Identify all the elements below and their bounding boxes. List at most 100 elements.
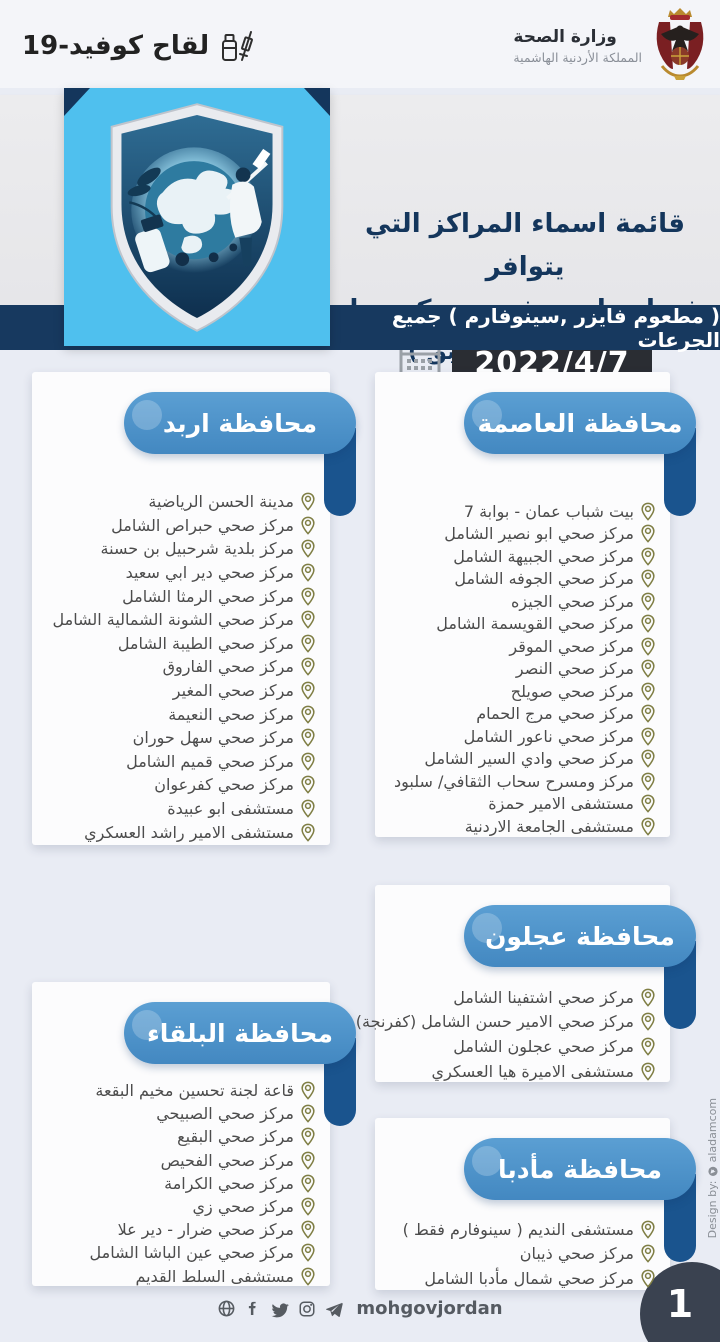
map-pin-icon [641,794,655,814]
center-list-item: مركز صحي صويلح [381,680,655,703]
center-name: مركز صحي القويسمة الشامل [436,614,634,634]
center-name: مركز صحي زي [192,1197,294,1217]
map-pin-icon [641,502,655,521]
center-name: مركز صحي الجبيهة الشامل [453,546,634,566]
map-pin-icon [301,681,315,700]
center-list-item: مستشفى الاميرة هيا العسكري [381,1059,655,1084]
map-pin-icon [301,1197,315,1216]
center-name: مركز صحي الرمثا الشامل [122,586,294,606]
center-list-item: مركز ومسرح سحاب الثقافي/ سلبود [381,770,655,793]
center-list-item: مركز صحي دير ابي سعيد [38,561,315,585]
center-list-item: مستشفى السلط القديم [38,1265,315,1288]
center-list-item: مركز صحي الشونة الشمالية الشامل [38,608,315,632]
center-list-item: مركز صحي كفرعوان [38,773,315,797]
center-name: مركز صحي الامير حسن الشامل (كفرنجة) [355,1012,634,1032]
banner-title-line1: قائمة اسماء المراكز التي يتوافر [365,209,685,282]
map-pin-icon [641,749,655,769]
center-list-item: مركز بلدية شرحبيل بن حسنة [38,537,315,561]
center-list-item: مركز صحي الامير حسن الشامل (كفرنجة) [356,1010,655,1035]
map-pin-icon [301,587,315,606]
center-list-item: مركز صحي النصر [381,658,655,681]
telegram-icon [324,1299,344,1319]
center-list-item: مستشفى الامير حمزة [381,793,655,816]
center-list: قاعة لجنة تحسين مخيم البقعة مركز صحي الص… [38,1079,315,1288]
center-list-item: مركز صحي الفحيص [38,1149,315,1172]
page-number-badge: 1 [640,1262,720,1342]
map-pin-icon [641,1012,655,1032]
center-name: مركز صحي الشونة الشمالية الشامل [52,610,294,630]
map-pin-icon [301,775,315,795]
map-pin-icon [301,1220,315,1240]
center-name: مركز صحي الفاروق [162,657,294,677]
center-list-item: مركز صحي اشتفينا الشامل [381,985,655,1010]
center-name: مركز صحي الجيزه [511,591,634,611]
map-pin-icon [641,614,655,634]
map-pin-icon [301,799,315,818]
center-list-item: مركز صحي الجبيهة الشامل [381,545,655,568]
governorate-card-header: محافظة العاصمة [464,392,696,454]
jordan-coat-of-arms-icon [650,6,710,86]
map-pin-icon [641,1037,655,1056]
designer-credit: Design by: aladamcom [706,1098,719,1238]
center-name: مركز صحي البقيع [177,1127,294,1147]
center-list-item: مركز صحي الكرامة [38,1172,315,1195]
center-list-item: مركز صحي قميم الشامل [38,750,315,774]
center-name: مركز صحي عين الباشا الشامل [89,1243,294,1263]
map-pin-icon [641,637,655,656]
center-list-item: مركز صحي ضرار - دير علا [38,1218,315,1241]
map-pin-icon [301,823,315,842]
center-name: مركز صحي الصبيحي [156,1104,294,1124]
center-list: مركز صحي اشتفينا الشامل مركز صحي الامير … [356,985,655,1084]
center-name: مستشفى السلط القديم [135,1266,294,1286]
map-pin-icon [301,539,315,559]
campaign-label: لقاح كوفيد-19 [22,31,210,61]
ministry-brand: وزارة الصحة المملكة الأردنية الهاشمية [513,6,710,86]
ministry-text: وزارة الصحة المملكة الأردنية الهاشمية [513,27,642,65]
map-pin-icon [641,592,655,611]
center-name: مركز صحي الطيبة الشامل [117,633,294,653]
map-pin-icon [641,817,655,836]
map-pin-icon [641,682,655,701]
center-list-item: بيت شباب عمان - بوابة 7 [381,500,655,523]
center-name: مستشفى ابو عبيدة [167,799,294,819]
center-name: مركز صحي الموقر [509,636,634,656]
center-list-item: مركز صحي عجلون الشامل [381,1034,655,1059]
map-pin-icon [301,1151,315,1170]
center-list-item: مركز صحي الجيزه [381,590,655,613]
center-list-item: مدينة الحسن الرياضية [38,490,315,514]
credit-handle: aladamcom [706,1098,719,1163]
page-number: 1 [666,1282,694,1326]
ribbon-fold-left [64,88,90,116]
shield-ribbon-panel [64,88,330,346]
credit-prefix: Design by: [706,1180,719,1239]
center-name: مركز صحي مرج الحمام [476,704,634,724]
center-name: مركز صحي ذيبان [519,1244,634,1264]
center-list-item: مركز صحي الفاروق [38,655,315,679]
map-pin-icon [641,704,655,724]
center-name: مركز صحي النعيمة [168,704,294,724]
governorate-title: محافظة اربد [162,408,318,438]
center-name: مركز صحي ناعور الشامل [463,726,634,746]
map-pin-icon [641,988,655,1007]
center-list-item: مركز صحي ناعور الشامل [381,725,655,748]
governorate-card-header: محافظة مأدبا [464,1138,696,1200]
map-pin-icon [641,727,655,746]
center-list-item: مركز صحي النعيمة [38,702,315,726]
center-name: مستشفى الاميرة هيا العسكري [431,1061,634,1081]
center-list-item: مركز صحي وادي السير الشامل [381,748,655,771]
center-list-item: مركز صحي الصبيحي [38,1102,315,1125]
map-pin-icon [641,1062,655,1081]
center-list-item: مركز صحي الطيبة الشامل [38,632,315,656]
center-name: مركز صحي حبراص الشامل [111,515,294,535]
center-name: مركز صحي اشتفينا الشامل [453,987,634,1007]
map-pin-icon [301,634,315,653]
ministry-name: وزارة الصحة [513,27,617,47]
center-name: مركز صحي ابو نصير الشامل [444,524,634,544]
center-list: بيت شباب عمان - بوابة 7 مركز صحي ابو نصي… [381,500,655,838]
center-name: مستشفى الامير حمزة [488,794,634,814]
map-pin-icon [301,1243,315,1263]
center-name: مركز صحي المغير [172,681,294,701]
governorate-card-header: محافظة اربد [124,392,356,454]
governorate-title: محافظة مأدبا [498,1154,662,1184]
governorate-card-madaba: محافظة مأدبا مستشفى النديم ( سينوفارم فق… [375,1118,696,1290]
